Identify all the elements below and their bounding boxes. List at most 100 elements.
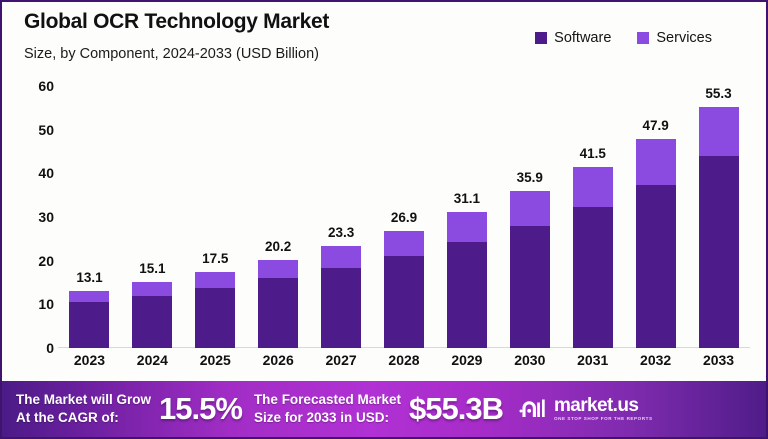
bar-segment-software[interactable]	[132, 296, 173, 348]
legend-square-icon	[637, 32, 650, 44]
forecast-label-line2: Size for 2033 in USD:	[253, 410, 389, 425]
bar-group[interactable]: 26.9	[373, 86, 436, 348]
bar-segment-services[interactable]	[572, 166, 613, 207]
footer-banner: The Market will Grow At the CAGR of: 15.…	[2, 381, 766, 437]
bar-segment-software[interactable]	[509, 225, 550, 348]
bar-group[interactable]: 15.1	[121, 86, 184, 348]
bar-value-label: 23.3	[327, 225, 355, 241]
legend-item-software[interactable]: Software	[535, 30, 611, 46]
x-axis-tick: 2025	[199, 352, 231, 368]
forecast-block: The Forecasted Market Size for 2033 in U…	[254, 391, 401, 427]
stacked-bar[interactable]	[258, 259, 299, 348]
bar-segment-services[interactable]	[132, 282, 173, 297]
x-axis-tick: 2028	[388, 352, 420, 368]
bar-group[interactable]: 35.9	[498, 86, 561, 348]
bar-segment-software[interactable]	[383, 256, 424, 348]
bar-value-label: 13.1	[76, 269, 103, 285]
y-axis-tick: 40	[38, 165, 54, 182]
cagr-value: 15.5%	[159, 391, 243, 426]
legend-square-icon	[535, 32, 548, 44]
y-axis-tick: 50	[38, 121, 54, 138]
bar-value-label: 31.1	[453, 191, 481, 207]
stacked-bar[interactable]	[383, 230, 424, 348]
bar-value-label: 15.1	[139, 261, 166, 277]
bar-segment-services[interactable]	[383, 230, 424, 257]
bar-segment-software[interactable]	[446, 241, 487, 348]
bar-group[interactable]: 17.5	[184, 86, 247, 348]
bar-segment-software[interactable]	[258, 278, 299, 348]
bar-segment-services[interactable]	[321, 246, 362, 269]
bar-segment-services[interactable]	[698, 106, 739, 156]
stacked-bar[interactable]	[446, 212, 487, 348]
y-axis-tick: 60	[38, 78, 54, 94]
y-axis-tick: 0	[46, 340, 54, 356]
x-axis-tick: 2023	[73, 352, 106, 368]
x-axis-tick: 2029	[451, 352, 483, 368]
bar-segment-services[interactable]	[446, 212, 487, 242]
bar-value-label: 55.3	[705, 85, 732, 101]
page-title: Global OCR Technology Market	[24, 10, 330, 33]
brand-name: market.us	[553, 395, 639, 417]
bar-value-label: 26.9	[390, 209, 418, 225]
bar-group[interactable]: 23.3	[310, 86, 373, 348]
x-axis-tick: 2027	[325, 352, 357, 368]
bar-segment-services[interactable]	[195, 271, 236, 289]
bar-segment-services[interactable]	[69, 290, 110, 303]
y-axis: 0 10 20 30 40 50 60	[10, 78, 54, 356]
cagr-label-line1: The Market will Grow	[16, 391, 152, 407]
cagr-block: The Market will Grow At the CAGR of:	[16, 391, 151, 427]
bar-value-label: 20.2	[265, 238, 292, 254]
bar-segment-services[interactable]	[509, 191, 550, 226]
bar-group[interactable]: 31.1	[435, 86, 498, 348]
stacked-bar[interactable]	[195, 271, 236, 348]
bar-segment-software[interactable]	[572, 206, 613, 348]
bar-segment-software[interactable]	[321, 268, 362, 348]
stacked-bar[interactable]	[572, 166, 613, 348]
bar-group[interactable]: 41.5	[561, 86, 624, 348]
bar-group[interactable]: 47.9	[624, 86, 687, 348]
bar-segment-software[interactable]	[635, 184, 676, 348]
market-us-logo-icon	[519, 398, 547, 420]
x-axis-tick: 2032	[640, 352, 672, 368]
bar-segment-services[interactable]	[258, 259, 299, 279]
stacked-bar[interactable]	[698, 106, 739, 348]
bar-group[interactable]: 55.3	[687, 86, 750, 348]
stacked-bar[interactable]	[635, 138, 676, 348]
stacked-bar[interactable]	[509, 191, 550, 348]
forecast-label-line1: The Forecasted Market	[253, 391, 401, 407]
bar-segment-software[interactable]	[195, 288, 236, 348]
x-axis-tick: 2024	[136, 352, 168, 368]
bar-value-label: 17.5	[202, 250, 229, 266]
stacked-bar[interactable]	[69, 290, 110, 348]
y-axis-tick: 30	[38, 209, 54, 225]
bar-value-label: 35.9	[516, 170, 543, 186]
x-axis-tick: 2033	[702, 352, 735, 368]
brand-logo[interactable]: market.us ONE STOP SHOP FOR THE REPORTS	[519, 396, 653, 422]
brand-tagline: ONE STOP SHOP FOR THE REPORTS	[553, 416, 653, 422]
x-axis: 2023 2024 2025 2026 2027 2028 2029 2030 2031 2032…	[58, 352, 750, 376]
forecast-value: $55.3B	[409, 391, 504, 426]
bar-series-container: 13.1 15.1 17.5 20.2 23.3 26.9 31.1 35.9 41.5 47.9…	[58, 86, 750, 348]
stacked-bar[interactable]	[321, 246, 362, 348]
chart-subtitle: Size, by Component, 2024-2033 (USD Billi…	[24, 46, 319, 62]
bar-value-label: 41.5	[579, 145, 606, 161]
y-axis-tick: 10	[38, 296, 54, 313]
x-axis-tick: 2031	[577, 352, 609, 368]
stacked-bar[interactable]	[132, 282, 173, 348]
legend-label-services: Services	[656, 30, 712, 46]
bar-segment-software[interactable]	[69, 302, 110, 348]
brand-words: market.us ONE STOP SHOP FOR THE REPORTS	[554, 396, 653, 422]
cagr-label-line2: At the CAGR of:	[16, 410, 119, 425]
chart-legend: Software Services	[535, 30, 712, 46]
x-axis-tick: 2030	[514, 352, 546, 368]
plot-area: 0 10 20 30 40 50 60 13.1 15.1 17.5 20.2 23.3 26.9 31…	[38, 78, 750, 356]
legend-item-services[interactable]: Services	[637, 30, 712, 46]
y-axis-tick: 20	[38, 252, 54, 269]
bar-group[interactable]: 13.1	[58, 86, 121, 348]
bar-value-label: 47.9	[642, 117, 669, 133]
bar-segment-software[interactable]	[698, 155, 739, 348]
bar-group[interactable]: 20.2	[247, 86, 310, 348]
bar-segment-services[interactable]	[635, 138, 676, 185]
chart-header: Global OCR Technology Market Size, by Co…	[2, 2, 766, 74]
